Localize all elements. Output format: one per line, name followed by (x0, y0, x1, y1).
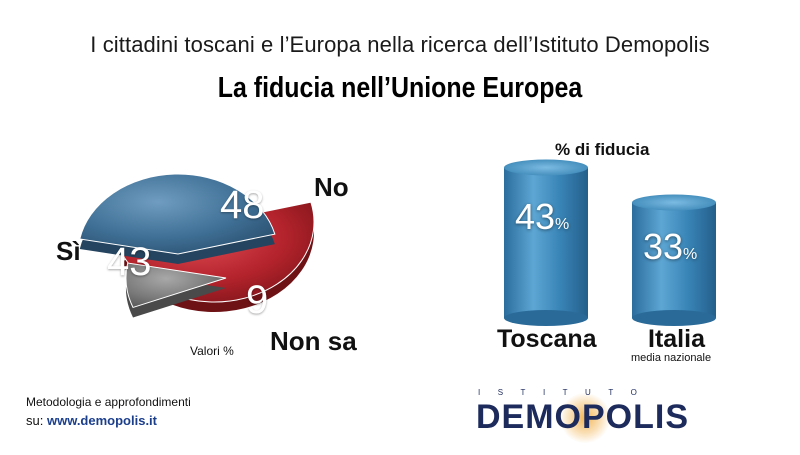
bar-chart-title: % di fiducia (555, 140, 650, 159)
chart-subtitle: I cittadini toscani e l’Europa nella ric… (90, 32, 710, 57)
bar-category-italia: Italia (648, 325, 705, 353)
bar-base-toscana (504, 310, 588, 326)
pie-slice-si (79, 173, 276, 255)
bar-cap-toscana (504, 159, 588, 176)
pie-value-si: 43 (107, 240, 152, 284)
bar-value-italia: 33% (643, 226, 697, 268)
pie-value-non-sa: 9 (246, 278, 269, 322)
bar-base-italia (632, 310, 716, 326)
logo-top-text: ISTITUTO (478, 388, 655, 397)
bar-value-suffix: % (683, 246, 698, 263)
pie-value-no: 48 (220, 183, 265, 227)
methodology-link-line: su: www.demopolis.it (26, 413, 157, 428)
website-link[interactable]: www.demopolis.it (46, 413, 157, 428)
methodology-prefix: su: (26, 413, 47, 428)
pie-label-no: No (314, 172, 349, 202)
pie-note: Valori % (190, 344, 234, 358)
chart-title: La fiducia nell’Unione Europea (217, 72, 583, 104)
logo-glow (560, 393, 610, 443)
bar-category-toscana: Toscana (497, 325, 597, 353)
bar-toscana (504, 167, 588, 318)
demopolis-logo: DEMOPOLIS (476, 398, 690, 436)
bar-cap-italia (632, 194, 716, 211)
bar-value-suffix: % (555, 216, 570, 233)
pie-slice-non-sa (125, 262, 227, 309)
methodology-text: Metodologia e approfondimenti (26, 395, 191, 409)
bar-value-toscana: 43% (515, 196, 569, 238)
bar-value-number: 43 (515, 196, 556, 237)
bar-category-note-italia: media nazionale (631, 352, 712, 364)
pie-label-non-sa: Non sa (270, 326, 357, 356)
bar-italia (632, 202, 716, 318)
pie-label-si: Sì (56, 236, 81, 266)
bar-value-number: 33 (643, 226, 684, 267)
